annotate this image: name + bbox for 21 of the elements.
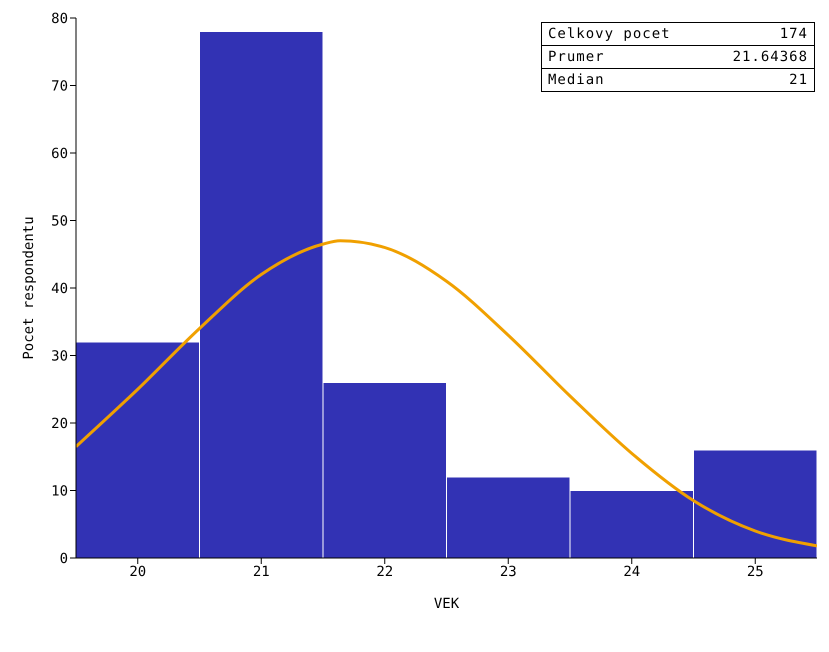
y-tick-label: 50 [51,213,68,230]
x-axis-title: VEK [434,596,460,612]
text: Prumer 21.64368 [548,49,808,65]
y-tick-label: 70 [51,78,68,94]
y-tick-label: 0 [60,550,68,567]
y-tick-label: 80 [51,10,68,27]
x-tick-label: 25 [746,564,764,580]
x-tick-label: 24 [623,564,640,580]
y-tick-label: 30 [51,348,68,364]
x-tick-label: 22 [376,564,394,580]
y-tick-label: 40 [51,280,68,297]
text: Celkovy pocet 174 [548,26,808,42]
y-tick-label: 60 [51,146,68,162]
x-tick-label: 23 [500,564,517,580]
x-tick-label: 20 [129,564,146,580]
y-tick-label: 20 [51,416,68,432]
text: Median 21 [548,72,808,88]
x-tick-label: 21 [252,564,270,580]
y-axis-title: Pocet respondentu [20,216,37,360]
y-tick-label: 10 [51,483,68,500]
line-series [76,239,817,548]
